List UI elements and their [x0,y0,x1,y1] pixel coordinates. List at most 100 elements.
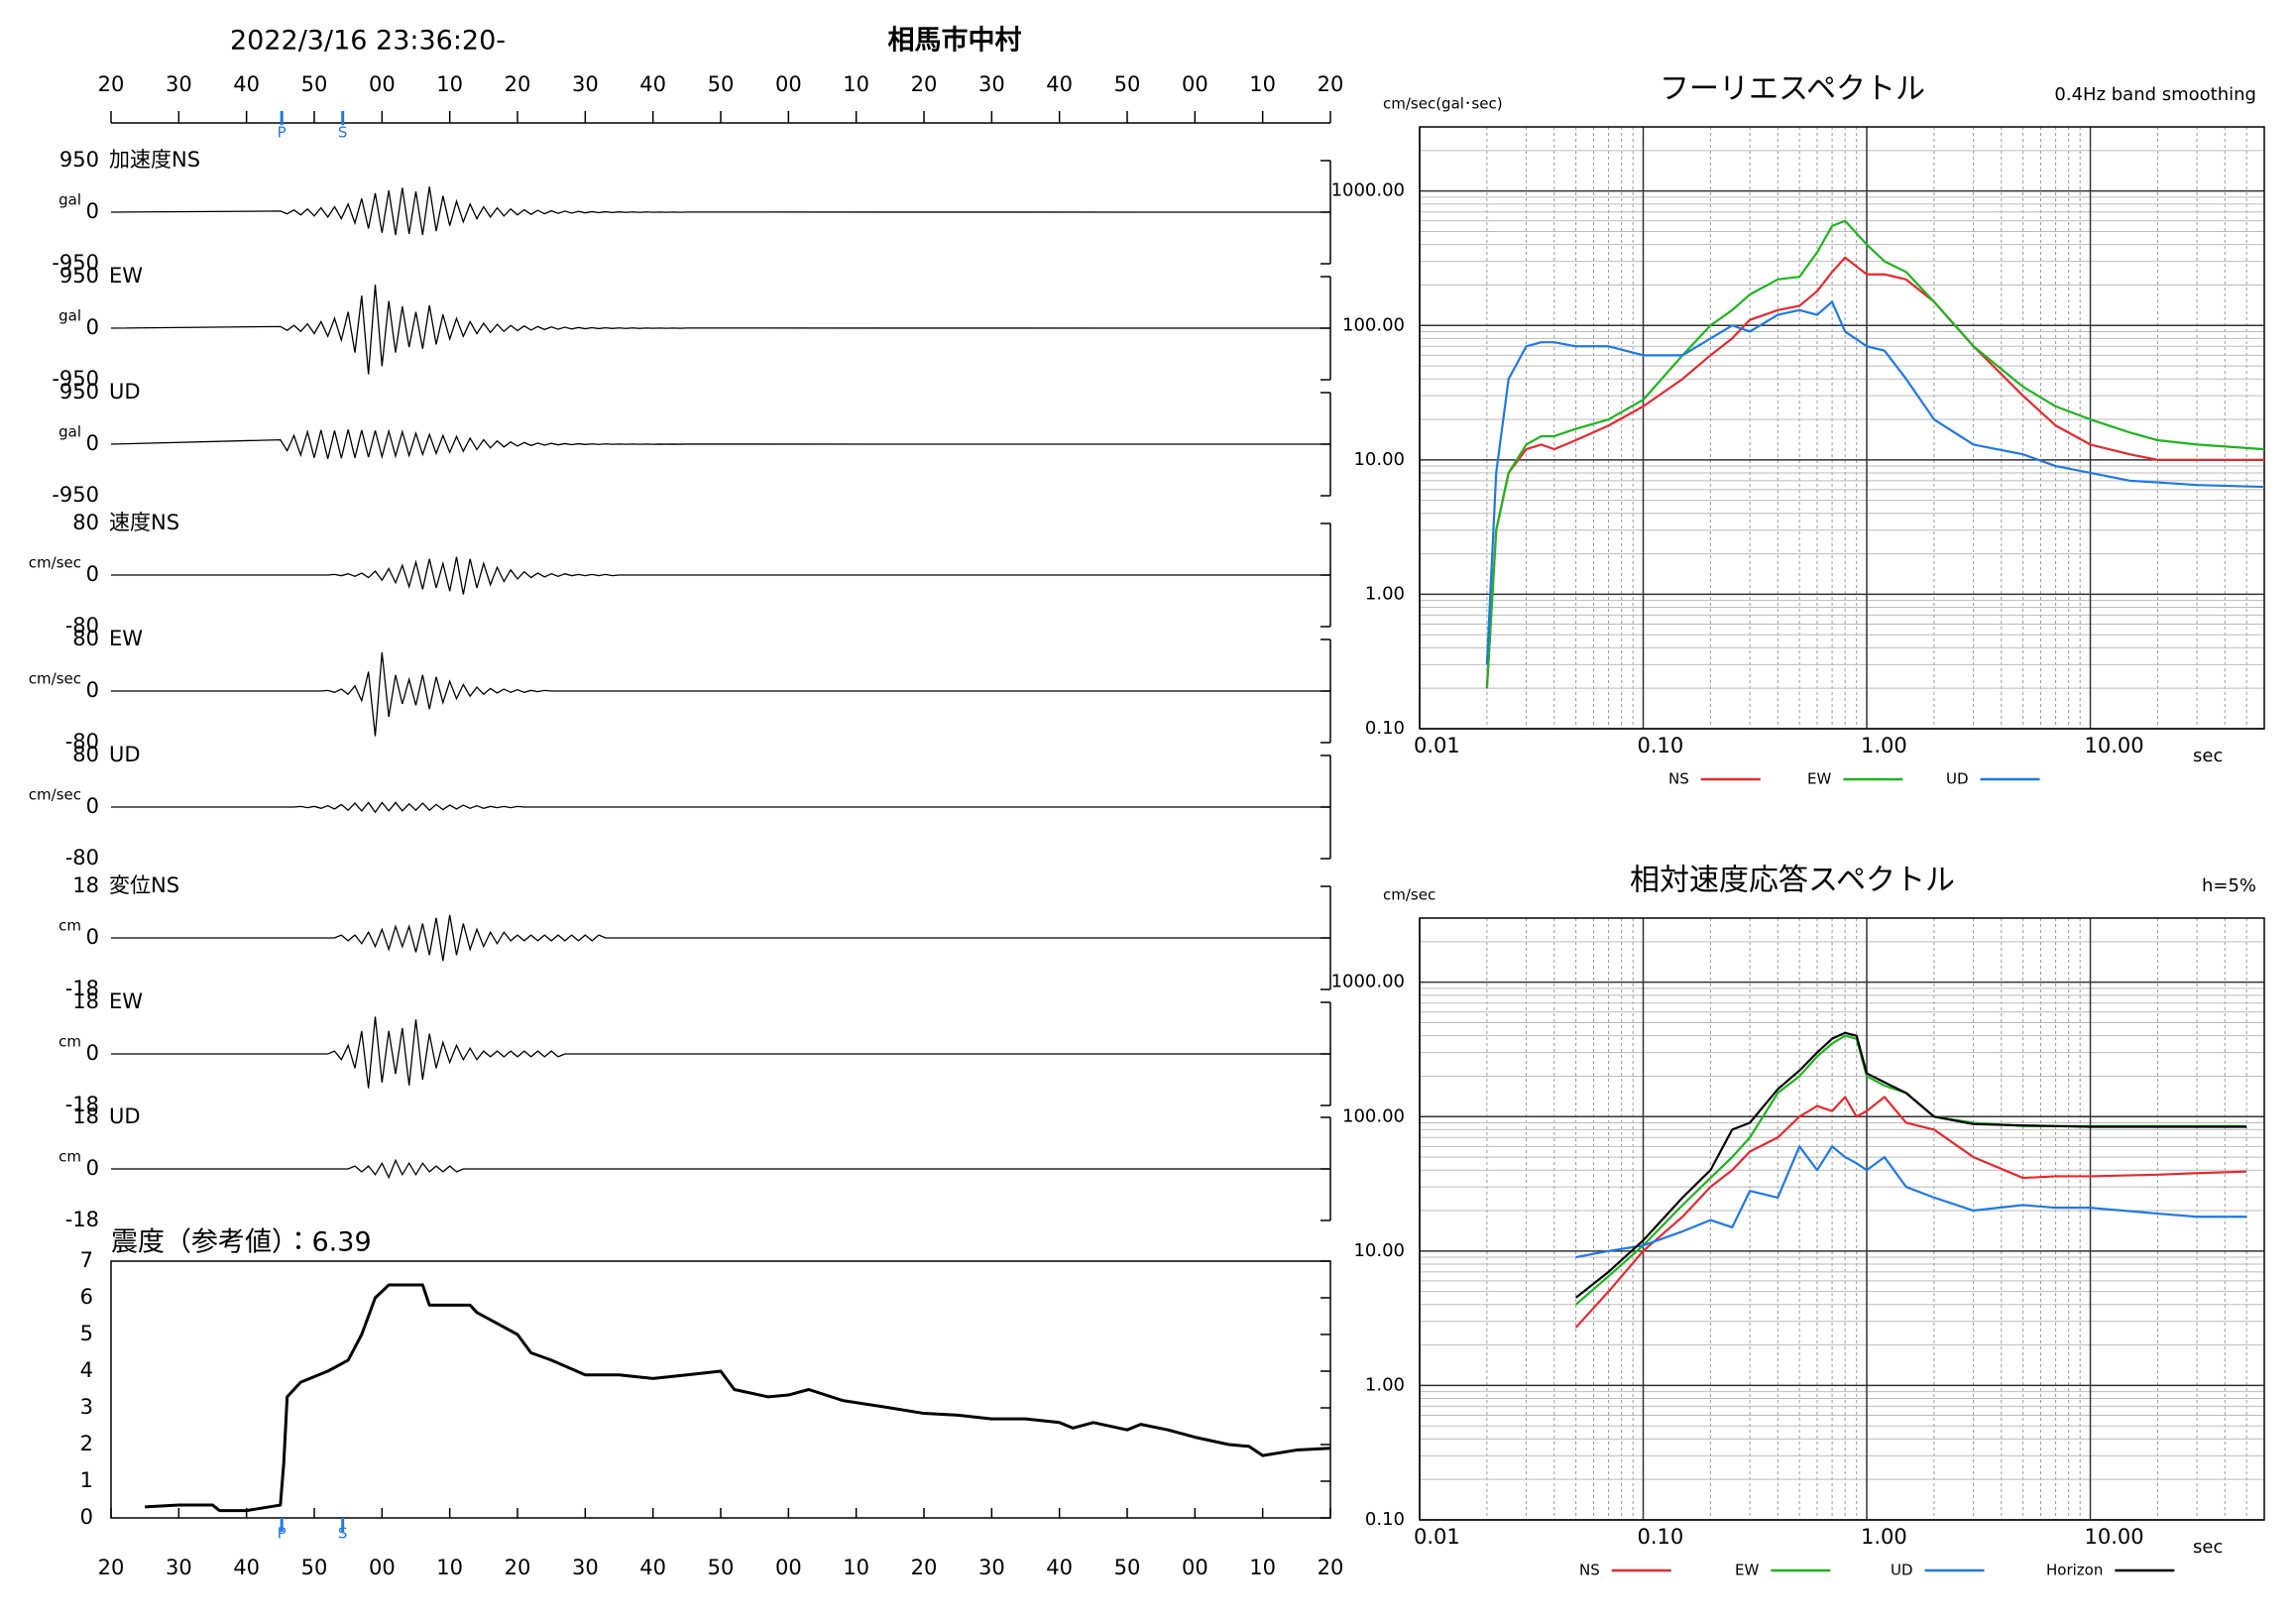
x-tick-label: 00 [1182,1556,1208,1579]
x-tick-label: 40 [1046,1556,1073,1579]
y-tick-label: 950 [59,264,99,288]
y-tick-label: 0 [86,678,99,702]
chart-title: 震度（参考値）：6.39 [111,1227,372,1258]
spectrum-line [1485,256,2264,689]
x-tick-label: 0.10 [1638,1525,1684,1549]
plot-frame [110,1260,1331,1519]
trace-unit: gal [58,423,81,441]
y-tick-label: 18 [72,1104,99,1128]
waveform-trace [111,651,1330,737]
y-tick-label: 7 [80,1248,93,1272]
y-tick-label: 6 [80,1285,93,1309]
trace-unit: cm [58,1148,81,1166]
phase-label: P [278,124,287,142]
x-tick-label: 20 [911,72,938,96]
x-tick-label: 00 [775,72,802,96]
y-tick-label: 100.00 [1342,1105,1405,1126]
x-tick-label: 50 [1114,1556,1141,1579]
y-tick-label: -80 [65,846,99,869]
y-tick-label: 0.10 [1365,718,1405,739]
trace-name: UD [109,743,141,766]
y-tick-label: 0.10 [1365,1509,1405,1530]
trace-unit: cm [58,917,81,935]
y-tick-label: 3 [80,1395,93,1419]
y-tick-label: 950 [59,148,99,172]
y-tick-label: 0 [86,1041,99,1065]
x-tick-label: 1.00 [1861,1525,1907,1549]
x-tick-label: 10.00 [2085,734,2144,757]
y-tick-label: 4 [80,1358,93,1382]
trace-name: EW [109,989,143,1013]
waveform-trace [111,1158,1330,1180]
trace-name: UD [109,1104,141,1128]
x-tick-label: 10 [1249,1556,1276,1579]
legend-label: UD [1891,1562,1913,1579]
waveform-trace [110,186,1331,236]
x-tick-label: 40 [1046,72,1073,96]
y-tick-label: -950 [52,483,99,507]
waveform-trace [110,285,1331,375]
x-tick-label: 20 [98,1556,125,1579]
y-tick-label: 80 [72,627,99,650]
legend-label: EW [1735,1562,1759,1579]
trace-unit: gal [58,191,81,209]
x-tick-label: 10 [436,1556,463,1579]
station-name: 相馬市中村 [888,26,1022,57]
y-tick-label: 2 [80,1432,93,1455]
x-tick-label: 20 [911,1556,938,1579]
phase-label: S [338,1525,348,1543]
x-axis-label: sec [2193,1537,2223,1558]
plot-frame [1419,917,2265,1521]
spectrum-line [1485,300,2265,665]
x-tick-label: 10 [843,72,869,96]
x-tick-label: 40 [639,72,666,96]
y-tick-label: 100.00 [1342,314,1405,335]
trace-name: 速度NS [109,511,179,534]
waveform-trace [111,914,1330,962]
spectrum-line [1575,1145,2247,1259]
spectrum-line [1574,1096,2247,1329]
x-tick-label: 30 [572,72,599,96]
y-tick-label: 1 [80,1468,93,1492]
chart-title: フーリエスペクトル [1660,72,1925,107]
spectrum-line [1574,1031,2247,1299]
x-tick-label: 0.01 [1414,734,1460,757]
y-tick-label: 0 [86,315,99,339]
trace-name: 変位NS [109,873,179,897]
y-tick-label: 1.00 [1365,1374,1405,1395]
x-tick-label: 50 [1114,72,1141,96]
x-tick-label: 30 [166,1556,192,1579]
x-tick-label: 40 [233,72,260,96]
x-tick-label: 10 [1249,72,1276,96]
legend-label: NS [1579,1562,1600,1579]
y-tick-label: -950 [52,251,99,275]
trace-name: EW [109,264,143,288]
y-tick-label: -18 [65,1093,99,1116]
x-tick-label: 10 [843,1556,869,1579]
trace-name: 加速度NS [109,148,200,172]
y-tick-label: 18 [72,873,99,897]
trace-unit: cm/sec [29,554,81,572]
trace-unit: cm/sec [29,786,81,804]
legend-label: NS [1668,770,1689,788]
x-tick-label: 20 [505,72,531,96]
y-tick-label: -950 [52,367,99,391]
trace-unit: gal [58,307,81,325]
y-axis-label: cm/sec [1383,886,1435,904]
y-tick-label: 0 [86,431,99,455]
waveform-trace [111,801,1330,814]
y-tick-label: 1.00 [1365,583,1405,604]
x-tick-label: 40 [233,1556,260,1579]
y-tick-label: 0 [80,1505,93,1529]
y-tick-label: 10.00 [1353,1240,1405,1261]
annotation: 0.4Hz band smoothing [2054,84,2256,105]
x-tick-label: 10 [436,72,463,96]
x-tick-label: 00 [1182,72,1208,96]
y-tick-label: 1000.00 [1331,180,1405,201]
y-tick-label: 10.00 [1353,449,1405,470]
x-tick-label: 10.00 [2085,1525,2144,1549]
x-tick-label: 50 [708,72,735,96]
plot-frame [1419,126,2265,730]
